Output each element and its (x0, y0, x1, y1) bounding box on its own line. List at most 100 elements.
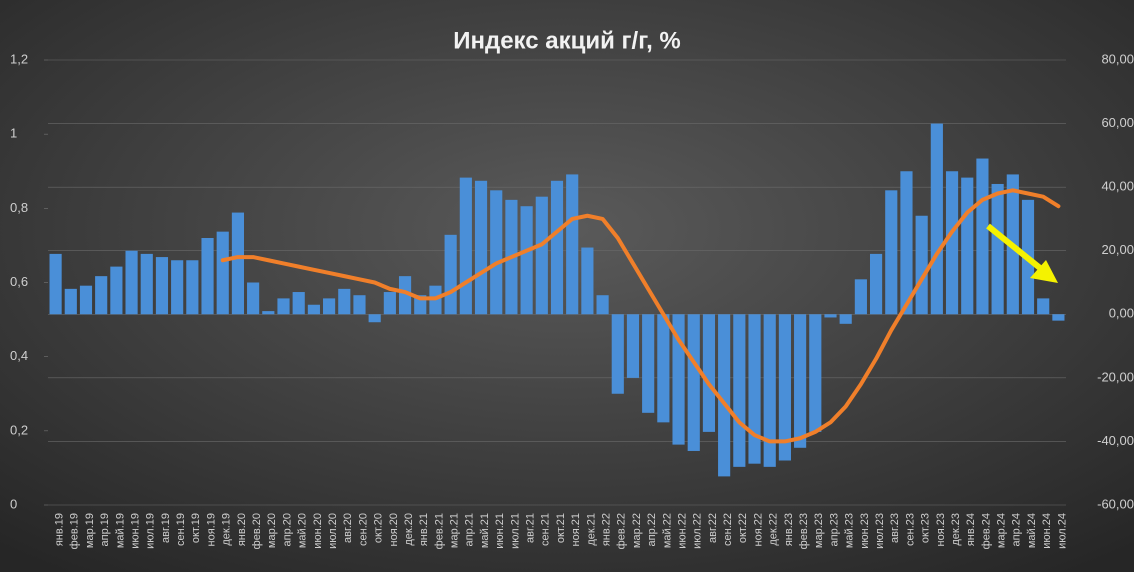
x-tick-label: фев.19 (69, 513, 81, 549)
bar (474, 180, 488, 315)
line (220, 188, 1061, 444)
bar (945, 171, 959, 315)
bar (79, 285, 93, 315)
bar (794, 314, 807, 448)
y2-tick-label: -40,00 (1097, 433, 1134, 448)
bar (323, 298, 336, 315)
bar (991, 183, 1004, 315)
bar (398, 276, 412, 315)
x-tick-label: авг.20 (342, 513, 354, 543)
bar (247, 282, 260, 315)
x-tick-label: май.20 (297, 513, 309, 548)
bar (49, 253, 62, 315)
x-tick-label: июл.21 (509, 513, 521, 549)
bar (900, 171, 913, 315)
x-tick-label: июн.23 (859, 513, 871, 549)
x-tick-label: окт.21 (555, 513, 567, 543)
bar (64, 288, 77, 315)
y2-tick-label: 0,00 (1109, 306, 1134, 321)
bar (809, 314, 822, 432)
bar (626, 314, 640, 378)
x-tick-label: янв.23 (783, 513, 795, 546)
x-tick-label: апр.24 (1011, 513, 1023, 546)
annotation-arrow (986, 223, 1058, 283)
x-tick-label: фев.21 (433, 513, 445, 549)
x-tick-label: янв.20 (236, 513, 248, 546)
y2-tick-label: -60,00 (1097, 496, 1134, 511)
bar (718, 314, 731, 477)
x-tick-label: июл.20 (327, 513, 339, 549)
bar (581, 247, 594, 315)
bar (657, 314, 670, 423)
bar (95, 276, 108, 315)
bar (596, 295, 609, 315)
x-tick-label: май.24 (1026, 513, 1038, 548)
x-tick-label: мар.23 (813, 513, 825, 548)
bar (262, 311, 275, 315)
y2-tick-label: 40,00 (1101, 179, 1134, 194)
bar (110, 266, 123, 315)
x-tick-label: июл.19 (145, 513, 157, 549)
y-tick-label: 0 (10, 496, 17, 511)
y2-tick-label: 60,00 (1101, 115, 1134, 130)
x-tick-label: май.22 (661, 513, 673, 548)
bar (307, 304, 320, 315)
bar (171, 260, 184, 315)
x-tick-label: дек.23 (950, 513, 962, 546)
bar (353, 295, 366, 315)
x-tick-label: фев.24 (980, 513, 992, 549)
x-tick-label: ноя.19 (205, 513, 217, 546)
y-tick-label: 0,2 (10, 422, 28, 437)
x-tick-label: апр.22 (646, 513, 658, 546)
bar (490, 190, 503, 315)
x-tick-label: дек.22 (768, 513, 780, 546)
x-tick-label: ноя.21 (570, 513, 582, 546)
x-tick-label: июл.22 (692, 513, 704, 549)
y2-tick-label: -20,00 (1097, 369, 1134, 384)
bar (702, 314, 716, 432)
bar (763, 314, 776, 467)
x-tick-label: мар.20 (266, 513, 278, 548)
x-tick-label: фев.20 (251, 513, 263, 549)
bar (839, 314, 852, 324)
bar (778, 314, 791, 461)
bar (687, 314, 700, 451)
x-tick-label: сен.20 (357, 513, 369, 546)
x-tick-label: янв.24 (965, 513, 977, 546)
x-tick-label: авг.21 (525, 513, 537, 543)
x-tick-label: июн.24 (1041, 513, 1053, 549)
bar (201, 238, 214, 315)
x-tick-label: сен.23 (904, 513, 916, 546)
bar (748, 314, 761, 464)
arrow-head (1030, 260, 1058, 283)
bar (186, 260, 199, 315)
bar (733, 314, 746, 467)
x-tick-label: апр.20 (281, 513, 293, 546)
bar (550, 180, 564, 315)
x-tick-label: дек.19 (221, 513, 233, 546)
bar (854, 279, 867, 315)
bar (642, 314, 655, 413)
x-tick-label: июл.23 (874, 513, 886, 549)
x-tick-label: авг.19 (160, 513, 172, 543)
x-tick-label: авг.23 (889, 513, 901, 543)
y2-tick-label: 20,00 (1101, 242, 1134, 257)
bar (824, 314, 837, 318)
bar (869, 253, 883, 315)
bar (1037, 298, 1050, 315)
bar (930, 123, 943, 315)
x-tick-label: июн.21 (494, 513, 506, 549)
x-tick-label: мар.19 (84, 513, 96, 548)
x-tick-label: ноя.22 (752, 513, 764, 546)
x-tick-label: апр.19 (99, 513, 111, 546)
y2-tick-label: 80,00 (1101, 51, 1134, 66)
bar (915, 215, 928, 315)
bar (611, 314, 624, 394)
bar (444, 234, 457, 315)
bar (140, 253, 153, 315)
x-tick-label: окт.20 (373, 513, 385, 543)
x-tick-label: дек.20 (403, 513, 415, 546)
x-tick-label: июн.22 (676, 513, 688, 549)
